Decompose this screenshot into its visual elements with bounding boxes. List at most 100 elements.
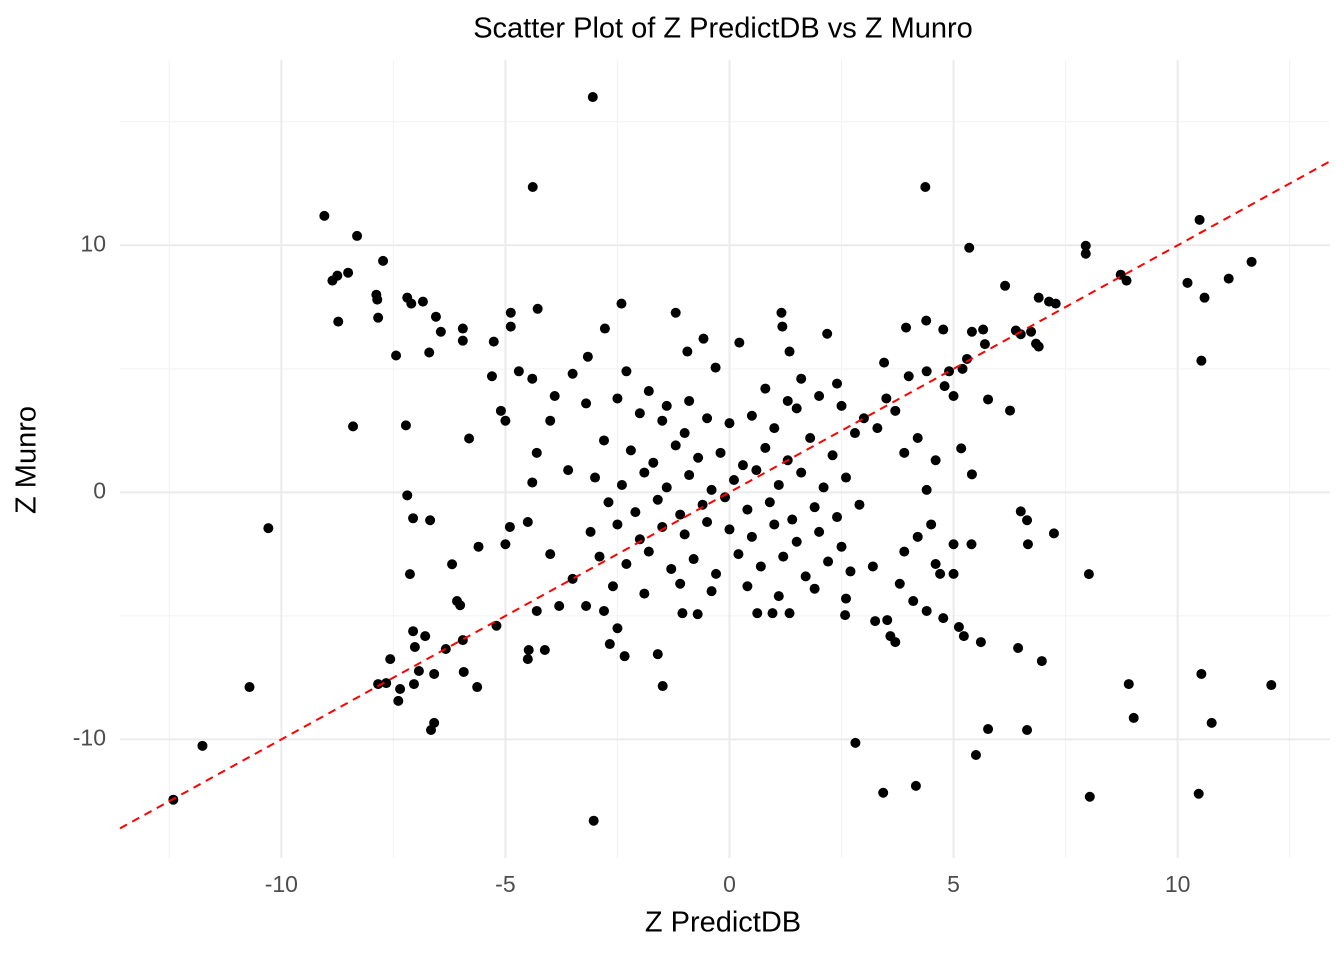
point: [978, 324, 989, 335]
point: [966, 469, 977, 480]
point: [921, 315, 932, 326]
point: [1022, 515, 1033, 526]
point: [1121, 275, 1132, 286]
point: [417, 296, 428, 307]
point: [1080, 240, 1091, 251]
point: [588, 815, 599, 826]
point: [522, 517, 533, 527]
point: [956, 443, 967, 454]
point: [778, 551, 789, 562]
point: [1036, 656, 1047, 667]
point: [652, 649, 663, 660]
point: [953, 622, 964, 632]
point: [404, 569, 415, 580]
point: [402, 490, 413, 501]
point: [684, 395, 695, 406]
point: [333, 316, 344, 327]
point: [832, 378, 843, 389]
point: [545, 415, 556, 426]
point: [769, 519, 780, 530]
point: [455, 600, 466, 611]
point: [697, 499, 708, 510]
point: [854, 499, 865, 510]
point: [970, 749, 981, 760]
point: [619, 651, 630, 662]
point: [983, 394, 994, 405]
point: [784, 608, 795, 619]
point: [1199, 292, 1210, 303]
point: [938, 324, 949, 335]
point: [429, 668, 440, 679]
point: [755, 561, 766, 572]
point: [710, 362, 721, 373]
point: [527, 373, 538, 384]
point: [457, 335, 468, 346]
point: [408, 626, 419, 637]
point: [1048, 528, 1059, 539]
point: [675, 578, 686, 589]
point: [599, 323, 610, 334]
point: [948, 539, 959, 550]
point: [908, 596, 919, 607]
point: [912, 433, 923, 443]
point: [1246, 256, 1257, 267]
point: [679, 529, 690, 540]
point: [1182, 277, 1193, 288]
point: [612, 519, 623, 530]
point: [430, 311, 441, 322]
point: [850, 737, 861, 748]
point: [720, 492, 730, 503]
point: [1193, 788, 1204, 799]
point: [1084, 791, 1095, 802]
point: [666, 563, 677, 574]
point: [457, 323, 468, 334]
point: [616, 479, 627, 490]
point: [814, 391, 825, 401]
point: [532, 303, 543, 314]
x-tick-label: 0: [723, 871, 736, 897]
point: [408, 513, 419, 524]
point: [921, 605, 932, 616]
point: [1194, 214, 1205, 225]
point: [796, 467, 807, 478]
point: [545, 549, 556, 560]
point: [343, 267, 354, 278]
point: [677, 608, 688, 619]
point: [652, 494, 663, 505]
point: [1196, 355, 1207, 366]
point: [760, 442, 771, 453]
point: [621, 366, 632, 377]
point: [385, 654, 396, 665]
point: [1033, 292, 1044, 303]
point: [488, 336, 499, 347]
point: [447, 559, 458, 570]
point: [639, 588, 650, 599]
point: [728, 475, 739, 485]
point: [975, 637, 986, 648]
point: [782, 395, 793, 406]
point: [348, 421, 359, 432]
point: [505, 321, 516, 332]
x-tick-label: -10: [265, 871, 298, 897]
point: [879, 357, 890, 368]
point: [661, 400, 672, 411]
point: [787, 514, 798, 525]
point: [643, 546, 654, 557]
point: [836, 400, 847, 411]
point: [1000, 280, 1011, 291]
point: [648, 457, 659, 468]
point: [563, 465, 574, 476]
point: [777, 321, 788, 332]
reference-line: [119, 160, 1331, 830]
point: [966, 326, 977, 337]
point: [625, 445, 636, 456]
point: [408, 679, 419, 690]
point: [616, 298, 627, 309]
point: [531, 447, 542, 458]
point: [554, 601, 565, 611]
point: [827, 450, 838, 461]
point: [621, 559, 632, 569]
point: [504, 521, 515, 532]
point: [581, 398, 592, 409]
point: [500, 415, 511, 426]
